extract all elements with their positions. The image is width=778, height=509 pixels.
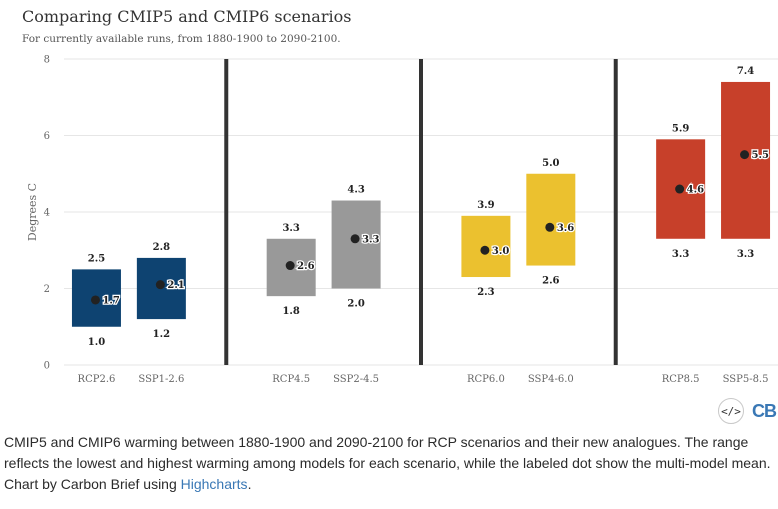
high-label: 5.0	[542, 158, 559, 169]
range-bar	[331, 200, 381, 289]
y-tick-label: 6	[44, 131, 50, 142]
mean-label: 5.5	[752, 150, 769, 161]
high-label: 2.5	[88, 253, 105, 264]
mean-dot	[155, 280, 165, 290]
chart-caption: CMIP5 and CMIP6 warming between 1880-190…	[4, 432, 774, 495]
mean-dot	[285, 261, 295, 271]
mean-dot	[350, 234, 360, 244]
chart-title: Comparing CMIP5 and CMIP6 scenarios	[22, 7, 351, 26]
low-label: 2.0	[347, 299, 364, 310]
y-axis-title: Degrees C	[26, 183, 39, 241]
low-label: 3.3	[672, 249, 689, 260]
mean-label: 3.0	[492, 246, 509, 257]
x-tick-label: RCP4.5	[272, 374, 310, 385]
x-tick-label: SSP2-4.5	[333, 374, 379, 385]
range-chart: Comparing CMIP5 and CMIP6 scenarios For …	[22, 7, 778, 385]
low-label: 2.6	[542, 276, 559, 287]
mean-dot	[545, 222, 555, 232]
highcharts-link[interactable]: Highcharts	[180, 476, 248, 492]
mean-dot	[480, 245, 490, 255]
chart-subtitle: For currently available runs, from 1880-…	[22, 33, 341, 45]
high-label: 5.9	[672, 123, 689, 134]
y-tick-label: 2	[44, 284, 50, 295]
high-label: 4.3	[347, 185, 364, 196]
range-bar	[526, 173, 576, 266]
x-tick-label: RCP2.6	[78, 374, 116, 385]
y-tick-label: 8	[44, 55, 50, 66]
y-axis-ticks: 0 2 4 6 8	[44, 55, 50, 372]
chart-tools: </> CB	[718, 398, 777, 424]
low-label: 3.3	[737, 249, 754, 260]
low-label: 2.3	[477, 287, 494, 298]
group-dividers	[224, 59, 618, 365]
x-axis-ticks: RCP2.6 SSP1-2.6 RCP4.5 SSP2-4.5 RCP6.0 SSP4-6…	[78, 374, 769, 385]
mean-label: 3.3	[362, 234, 379, 245]
y-tick-label: 0	[44, 361, 50, 372]
mean-label: 2.6	[297, 261, 314, 272]
low-label: 1.8	[282, 306, 299, 317]
mean-dot	[740, 150, 750, 160]
high-label: 3.3	[282, 223, 299, 234]
code-icon[interactable]: </>	[718, 398, 744, 424]
x-tick-label: RCP8.5	[662, 374, 700, 385]
high-label: 7.4	[737, 66, 754, 77]
mean-label: 1.7	[102, 295, 119, 306]
x-tick-label: SSP5-8.5	[723, 374, 769, 385]
range-bars: 2.5 1.0 1.7 2.8 1.2 2.1 3.3 1.8 2.6 4.3 2.0 3.3 3.9 2…	[71, 66, 771, 348]
range-bar	[721, 81, 771, 239]
mean-label: 4.6	[687, 185, 704, 196]
x-tick-label: RCP6.0	[467, 374, 505, 385]
low-label: 1.2	[153, 329, 170, 340]
caption-end: .	[247, 476, 252, 492]
carbon-brief-logo[interactable]: CB	[752, 400, 777, 421]
high-label: 2.8	[153, 242, 170, 253]
high-label: 3.9	[477, 200, 494, 211]
mean-label: 3.6	[557, 223, 574, 234]
caption-text: CMIP5 and CMIP6 warming between 1880-190…	[4, 434, 771, 492]
mean-label: 2.1	[167, 280, 184, 291]
x-tick-label: SSP1-2.6	[138, 374, 184, 385]
y-tick-label: 4	[44, 208, 50, 219]
low-label: 1.0	[88, 337, 105, 348]
mean-dot	[675, 184, 685, 194]
x-tick-label: SSP4-6.0	[528, 374, 574, 385]
mean-dot	[90, 295, 100, 305]
